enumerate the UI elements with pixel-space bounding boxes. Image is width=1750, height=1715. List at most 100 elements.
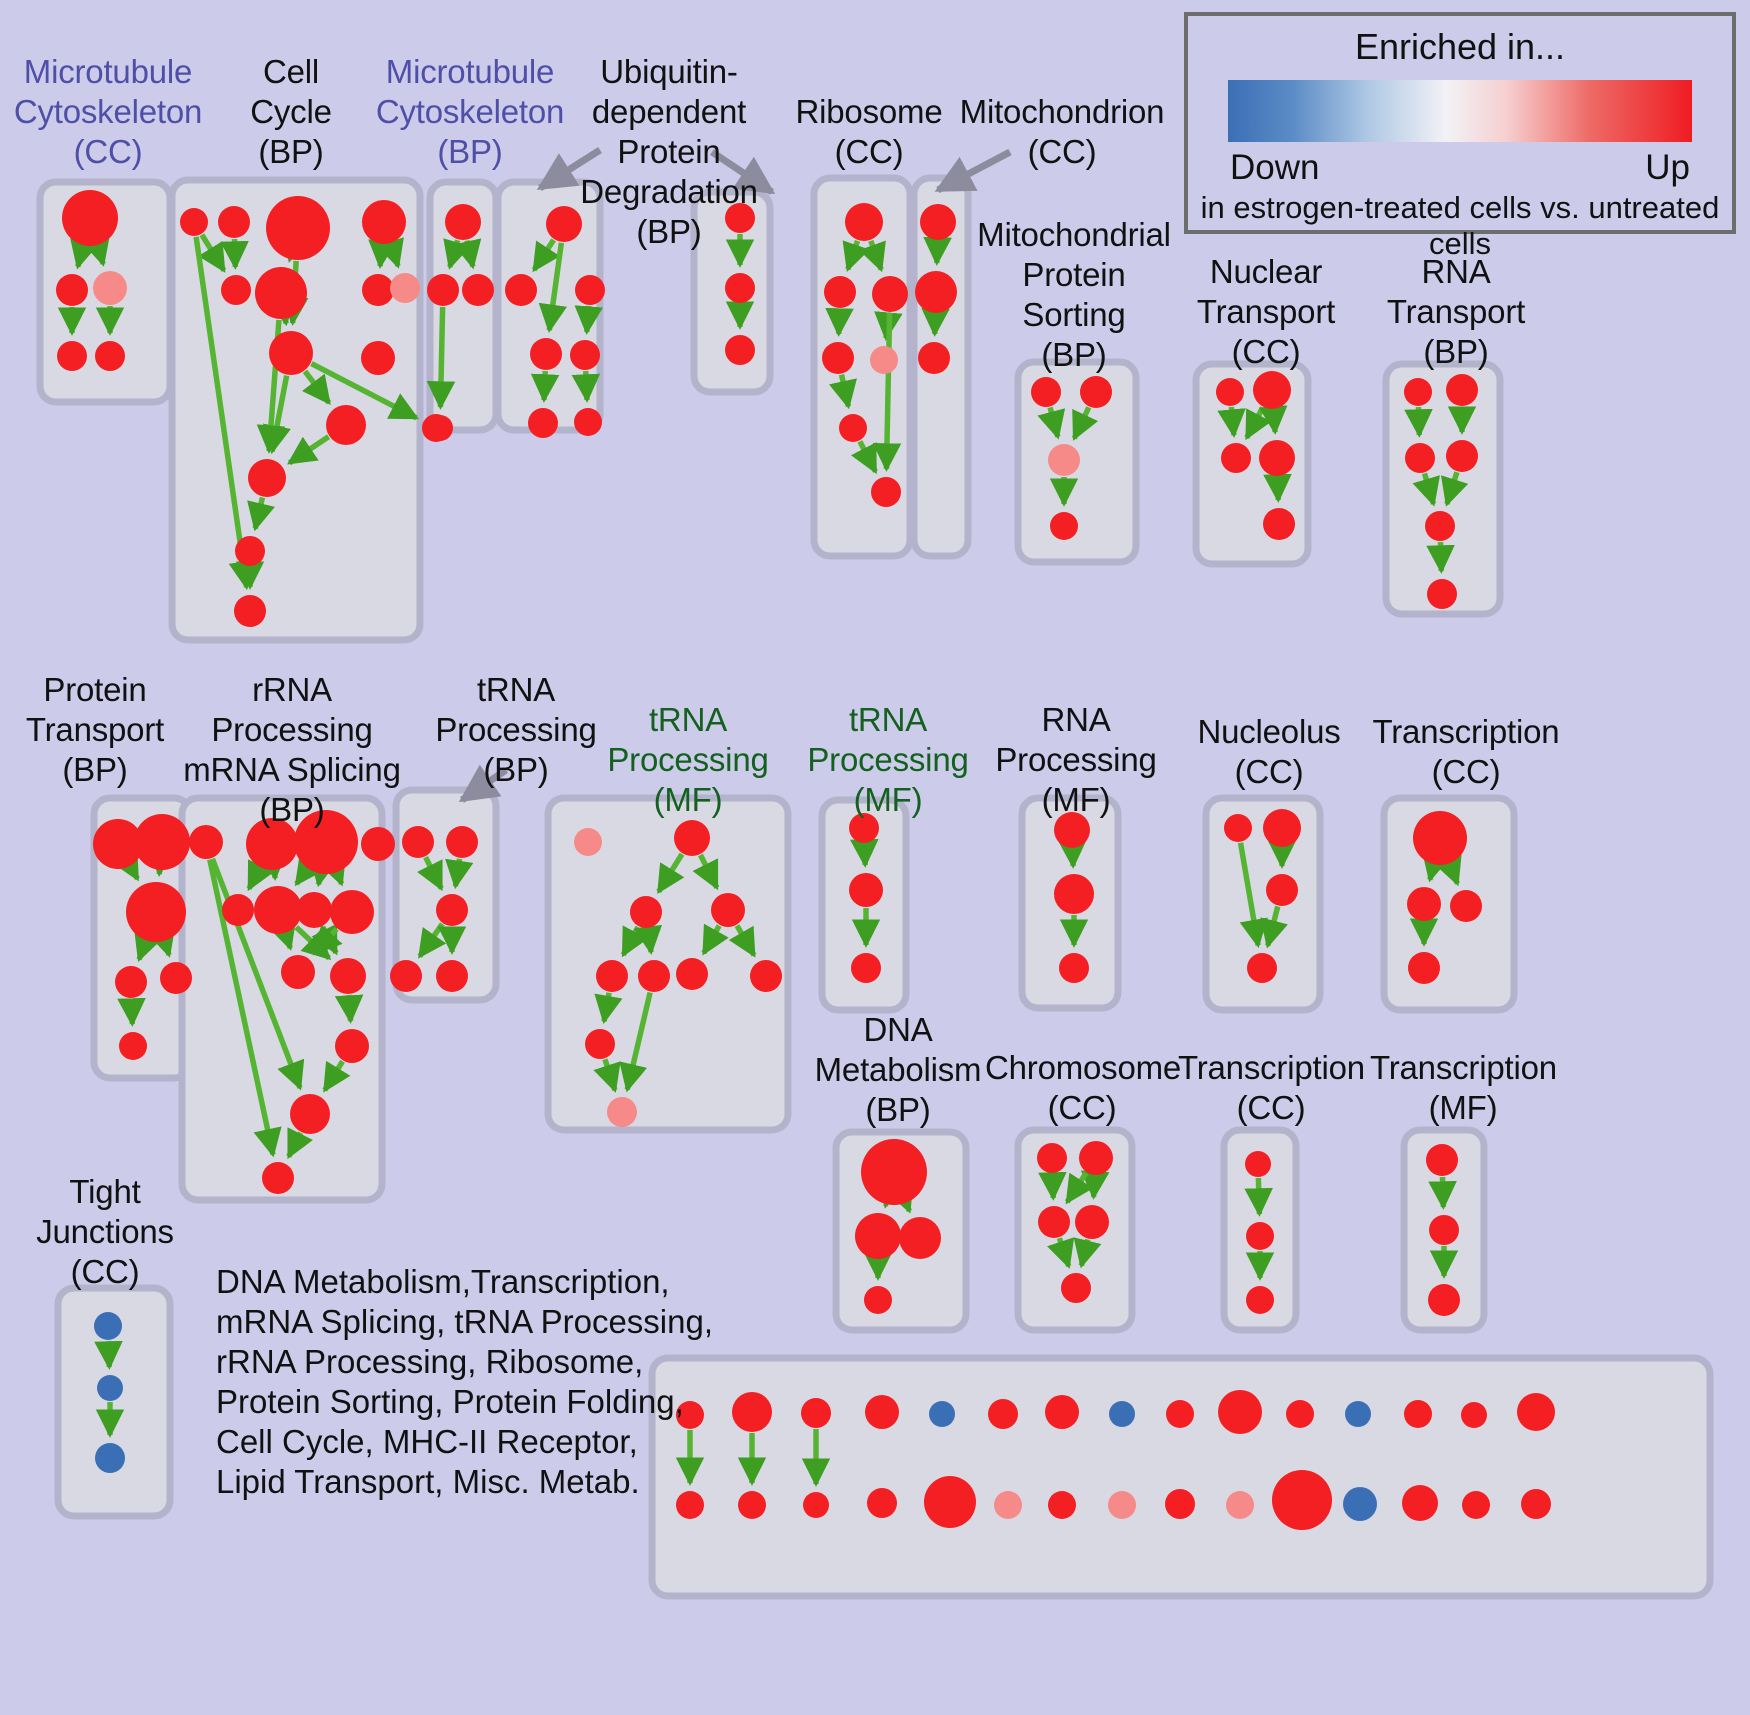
misc-category-list: DNA Metabolism,Transcription, mRNA Splic…: [216, 1263, 714, 1500]
gene-set-node: [725, 203, 755, 233]
gene-set-node: [95, 1443, 125, 1473]
edge: [220, 238, 249, 270]
gene-set-node: [872, 276, 908, 312]
legend-up-label: Up: [1645, 148, 1690, 187]
gene-set-node: [390, 273, 420, 303]
gene-set-node: [915, 271, 957, 313]
gene-set-node: [218, 206, 250, 238]
arrow-to-trna-processing-bp: [458, 764, 508, 803]
gene-set-node: [855, 1213, 901, 1259]
cluster-panel-panel-misc-bottom: [648, 1354, 1714, 1600]
gene-set-node: [330, 890, 374, 934]
cluster-label-cell-cycle-bp: Cell Cycle (BP): [250, 53, 332, 170]
gene-set-node: [585, 1029, 615, 1059]
edge: [886, 1181, 914, 1214]
cluster-label-rna-transport-bp: RNA Transport (BP): [1386, 253, 1526, 370]
gene-set-node: [290, 1094, 330, 1134]
edge: [619, 991, 653, 1093]
gene-set-node: [402, 826, 434, 858]
cluster-label-microtubule-cytoskeleton-bp: Microtubule Cytoskeleton (BP): [375, 53, 565, 170]
edge: [193, 236, 258, 591]
edge: [1263, 473, 1292, 503]
gene-set-node: [725, 273, 755, 303]
gene-set-node: [1427, 579, 1457, 609]
gene-set-node: [920, 204, 956, 240]
edge: [531, 238, 561, 273]
cluster-label-protein-transport-bp: Protein Transport (BP): [25, 671, 165, 788]
cluster-label-microtubule-cytoskeleton-cc: Microtubule Cytoskeleton (CC): [13, 53, 203, 170]
gene-set-node: [1461, 1402, 1487, 1428]
gene-set-node: [1247, 953, 1277, 983]
gene-set-node: [1428, 1284, 1460, 1316]
edge: [294, 925, 332, 961]
edge: [1038, 1171, 1067, 1201]
gene-set-node: [57, 341, 87, 371]
edge: [1426, 541, 1455, 574]
edge: [574, 305, 603, 335]
gene-set-node: [1404, 378, 1432, 406]
gene-set-node: [1517, 1393, 1555, 1431]
edge: [117, 997, 146, 1027]
gene-set-node: [574, 828, 602, 856]
gene-set-node: [1425, 511, 1455, 541]
edge: [872, 312, 902, 472]
edge: [322, 1059, 351, 1093]
edge: [294, 854, 323, 887]
gene-set-node: [676, 958, 708, 990]
gene-set-node: [530, 338, 562, 370]
cluster-label-nuclear-transport-cc: Nuclear Transport (CC): [1196, 253, 1336, 370]
gene-set-node: [115, 966, 147, 998]
legend-endpoints: Down Up: [1188, 148, 1732, 188]
gene-set-node: [575, 275, 605, 305]
cluster-label-ribosome-cc: Ribosome (CC): [795, 93, 943, 170]
gene-set-node: [822, 342, 854, 374]
gene-set-node: [248, 459, 286, 497]
gene-set-node: [180, 208, 208, 236]
gene-set-node: [1426, 1144, 1458, 1176]
gene-set-node: [1050, 512, 1078, 540]
gene-set-node: [1031, 377, 1061, 407]
edge: [1047, 1237, 1075, 1269]
gene-set-node: [445, 204, 481, 240]
gene-set-node: [126, 882, 186, 942]
gene-set-node: [824, 276, 856, 308]
arrow-to-ubiquitin-bp: [710, 149, 776, 195]
network-edges: [57, 231, 1477, 1487]
gene-set-node: [326, 405, 366, 445]
gene-set-node: [899, 1217, 941, 1259]
cluster-label-trna-processing-mf-2: tRNA Processing (MF): [807, 701, 969, 818]
gene-set-node: [362, 274, 394, 306]
gene-set-node: [1245, 1151, 1271, 1177]
gene-set-node: [1221, 443, 1251, 473]
gene-set-node: [1404, 1400, 1432, 1428]
gene-set-node: [1224, 814, 1252, 842]
gene-set-node: [803, 1492, 829, 1518]
gene-set-node: [296, 892, 332, 928]
gene-set-node: [1429, 1215, 1459, 1245]
gene-set-node: [93, 271, 127, 305]
edge: [1237, 842, 1268, 949]
gene-set-node: [849, 813, 879, 843]
cluster-label-tight-junctions-cc: Tight Junctions (CC): [36, 1173, 174, 1290]
gene-set-node: [235, 536, 265, 566]
gene-set-node: [1446, 440, 1478, 472]
gene-set-node: [676, 1491, 704, 1519]
edge: [70, 238, 98, 270]
gene-set-node: [871, 477, 901, 507]
edge: [571, 370, 601, 403]
gene-set-node: [918, 342, 950, 374]
edge: [453, 238, 482, 270]
gene-set-node: [362, 200, 406, 244]
edge: [923, 236, 952, 266]
cluster-label-rna-processing-mf: RNA Processing (MF): [995, 701, 1157, 818]
legend-title: Enriched in...: [1354, 26, 1566, 67]
edge: [82, 235, 110, 267]
arrow-to-microtubule-bp: [536, 147, 602, 191]
gene-set-node: [1037, 1143, 1067, 1173]
edge: [1080, 1170, 1110, 1200]
edge: [850, 838, 879, 868]
edge: [1217, 406, 1246, 438]
edge: [530, 370, 560, 403]
